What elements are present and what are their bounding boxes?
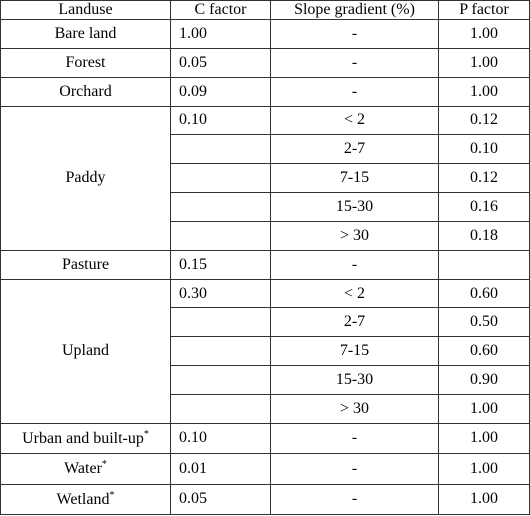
c-factor: 0.30 <box>170 278 271 309</box>
landuse: Paddy <box>65 169 106 187</box>
slope-gradient: - <box>270 483 439 516</box>
table-row: Forest 0.05-1.00 <box>0 47 530 78</box>
p-factor: 1.00 <box>438 393 530 424</box>
landuse-cell: Pasture <box>0 249 171 280</box>
empty-cell <box>170 163 271 194</box>
table-row: 15-30 0.90 <box>1 365 530 395</box>
p-factor: 0.60 <box>438 278 530 309</box>
landuse-cell: Wetland* <box>0 483 171 516</box>
landuse: Forest <box>65 53 106 71</box>
p-factor: 0.12 <box>438 105 530 136</box>
column-header: C factor <box>170 0 271 20</box>
column-header: Slope gradient (%) <box>270 0 439 20</box>
table-row: Pasture 0.15- <box>0 249 530 280</box>
table-row: Paddy 0.10 < 2 0.12 <box>0 105 530 251</box>
table-row: 2-7 0.50 <box>1 307 530 338</box>
p-factor: 0.10 <box>438 134 530 165</box>
p-factor: 1.00 <box>438 483 530 516</box>
header-row: Landuse C factor Slope gradient (%) P facto… <box>0 0 530 20</box>
c-factor: 0.05 <box>170 483 271 516</box>
landuse-cell: Forest <box>0 47 171 78</box>
landuse: Bare land <box>54 24 117 42</box>
footnote-mark: * <box>109 489 115 501</box>
slope-gradient: - <box>270 453 439 485</box>
p-factor: 1.00 <box>438 19 530 49</box>
slope-gradient: < 2 <box>270 105 439 136</box>
landuse: Urban and built-up <box>22 429 144 447</box>
column-header: Landuse <box>0 0 171 20</box>
slope-gradient: 7-15 <box>270 336 439 367</box>
empty-cell <box>170 365 271 395</box>
landuse-cell: Bare land <box>0 19 171 49</box>
p-factor <box>438 249 530 280</box>
slope-gradient: 7-15 <box>270 163 439 194</box>
slope-gradient: 15-30 <box>270 365 439 395</box>
table-row: 7-15 0.12 <box>1 163 530 194</box>
c-factor: 0.15 <box>170 249 271 280</box>
landuse-cell: Upland <box>0 278 171 424</box>
p-factor: 0.90 <box>438 365 530 395</box>
c-factor: 0.10 <box>170 105 271 136</box>
p-factor: 1.00 <box>438 76 530 107</box>
slope-gradient: > 30 <box>270 220 439 251</box>
landuse: Water <box>64 460 102 478</box>
landuse-cell: Orchard <box>0 76 171 107</box>
empty-cell <box>170 393 271 424</box>
table-row: Wetland* 0.05-1.00 <box>0 483 530 516</box>
table-row: Water* 0.01-1.00 <box>0 453 530 485</box>
slope-gradient: - <box>270 19 439 49</box>
p-factor: 1.00 <box>438 47 530 78</box>
footnote-mark: * <box>143 428 149 440</box>
landuse: Wetland <box>56 490 110 508</box>
p-factor: 1.00 <box>438 422 530 455</box>
slope-gradient: 15-30 <box>270 192 439 222</box>
column-header: P factor <box>438 0 530 20</box>
slope-gradient: < 2 <box>270 278 439 309</box>
empty-cell <box>170 336 271 367</box>
slope-gradient: 2-7 <box>270 307 439 338</box>
slope-gradient: 2-7 <box>270 134 439 165</box>
c-factor: 0.01 <box>170 453 271 485</box>
slope-gradient: > 30 <box>270 393 439 424</box>
landuse: Pasture <box>61 255 110 273</box>
table-row: Orchard 0.09-1.00 <box>0 76 530 107</box>
landuse: Upland <box>61 342 110 360</box>
table-row: 7-15 0.60 <box>1 336 530 367</box>
empty-cell <box>170 192 271 222</box>
empty-cell <box>170 307 271 338</box>
footnote-mark: * <box>101 459 107 471</box>
p-factor: 0.12 <box>438 163 530 194</box>
landuse-cell: Paddy <box>0 105 171 251</box>
landuse: Orchard <box>59 82 112 100</box>
p-factor: 1.00 <box>438 453 530 485</box>
p-factor: 0.60 <box>438 336 530 367</box>
c-factor: 0.09 <box>170 76 271 107</box>
table-row: Urban and built-up* 0.10-1.00 <box>0 422 530 455</box>
slope-gradient: - <box>270 249 439 280</box>
p-factor: 0.18 <box>438 220 530 251</box>
table-row: Upland 0.30 < 2 0.60 <box>0 278 530 424</box>
landuse-cell: Urban and built-up* <box>0 422 171 455</box>
landuse-cell: Water* <box>0 453 171 485</box>
table-row: Bare land 1.00-1.00 <box>0 19 530 49</box>
slope-gradient: - <box>270 47 439 78</box>
slope-gradient: - <box>270 422 439 455</box>
c-factor: 1.00 <box>170 19 271 49</box>
empty-cell <box>170 220 271 251</box>
p-factor: 0.50 <box>438 307 530 338</box>
p-factor: 0.16 <box>438 192 530 222</box>
slope-gradient: - <box>270 76 439 107</box>
c-factor: 0.10 <box>170 422 271 455</box>
c-factor: 0.05 <box>170 47 271 78</box>
empty-cell <box>170 134 271 165</box>
